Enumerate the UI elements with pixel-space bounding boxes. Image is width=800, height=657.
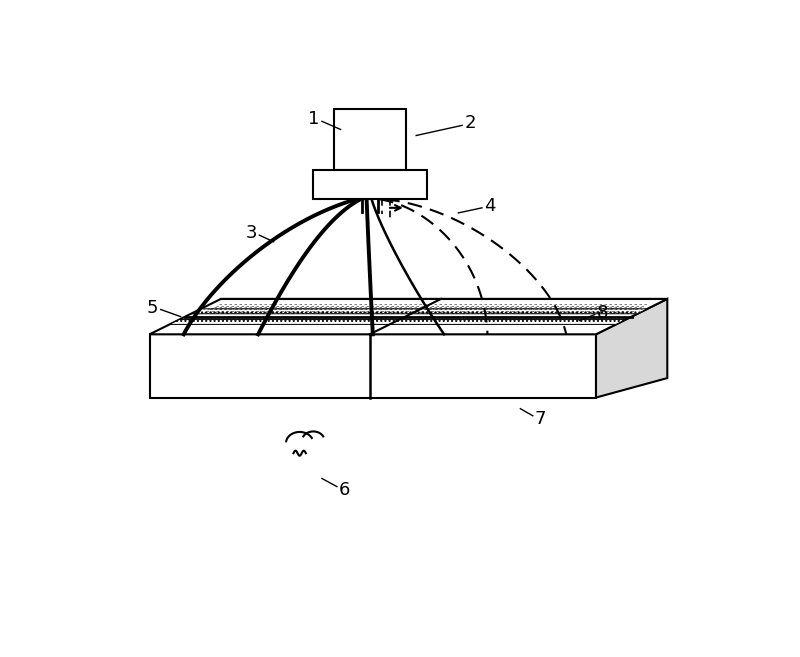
- Polygon shape: [170, 319, 626, 325]
- Text: 1: 1: [308, 110, 319, 128]
- Bar: [334, 109, 406, 170]
- Text: 2: 2: [465, 114, 477, 132]
- Polygon shape: [596, 299, 667, 397]
- Text: 5: 5: [147, 298, 158, 317]
- Polygon shape: [150, 299, 667, 334]
- Polygon shape: [191, 309, 647, 314]
- Text: 6: 6: [339, 481, 350, 499]
- Text: 3: 3: [246, 224, 258, 242]
- Text: 7: 7: [534, 410, 546, 428]
- Text: 4: 4: [484, 197, 495, 215]
- Polygon shape: [150, 334, 596, 397]
- Bar: [313, 170, 427, 199]
- Text: 8: 8: [597, 304, 608, 321]
